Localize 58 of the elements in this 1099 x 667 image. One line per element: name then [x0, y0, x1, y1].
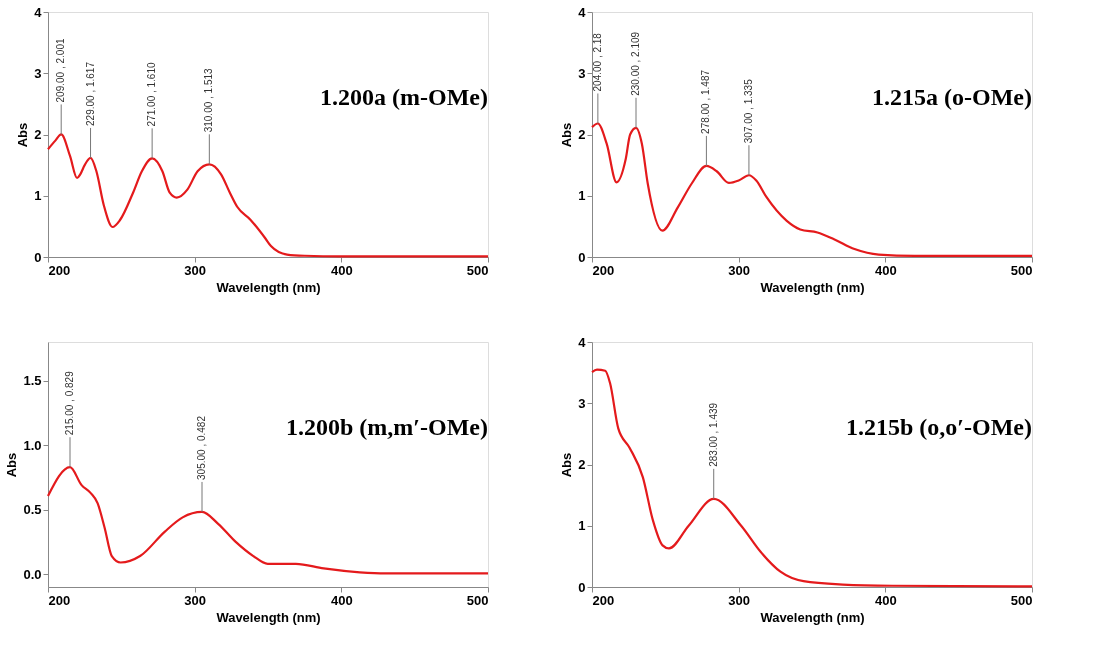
y-tick-label: 0.0 [23, 566, 42, 582]
text: 1.200b (m,m′-OMe) [285, 413, 488, 440]
y-tick-label: 1 [578, 518, 586, 534]
x-tick-label: 400 [330, 262, 353, 278]
annotation: 305.00 , 0.482 [196, 415, 207, 480]
x-axis-title: Wavelength (nm) [760, 609, 865, 625]
y-axis-title: Abs [559, 122, 575, 148]
y-axis-title: Abs [559, 452, 575, 478]
x-tick-label: 300 [728, 262, 751, 278]
x-tick-label: 500 [1010, 262, 1033, 278]
annotation: 310.00 , 1.513 [203, 67, 215, 133]
y-tick-label: 3 [34, 65, 42, 81]
y-tick-label: 4 [34, 4, 43, 20]
x-tick-label: 200 [592, 262, 615, 278]
y-tick-label: 1.0 [23, 437, 42, 453]
annotation: 283.00 , 1.439 [707, 402, 719, 467]
annotation: 271.00 , 1.610 [146, 62, 158, 127]
y-tick-label: 0 [578, 579, 586, 595]
y-tick-label: 0 [578, 249, 586, 265]
x-tick-label: 400 [874, 592, 897, 608]
y-tick-label: 1 [578, 188, 586, 204]
annotation: 278.00 , 1.487 [700, 69, 712, 134]
x-tick-label: 500 [1010, 592, 1033, 608]
y-tick-label: 3 [578, 65, 586, 81]
x-tick-label: 200 [592, 592, 615, 608]
y-tick-label: 1.5 [23, 373, 42, 389]
y-tick-label: 2 [578, 457, 586, 472]
y-tick-label: 0.5 [23, 502, 42, 518]
y-tick-label: 3 [578, 395, 586, 411]
annotation: 230.00 , 2.109 [630, 31, 641, 96]
x-axis-title: Wavelength (nm) [760, 279, 865, 295]
annotation: 204.00 , 2.18 [591, 32, 603, 92]
annotation: 229.00 , 1.617 [84, 61, 96, 126]
x-axis-title: Wavelength (nm) [216, 279, 321, 295]
text: 1.215a (o-OMe) [872, 83, 1032, 110]
y-tick-label: 4 [578, 4, 587, 20]
y-tick-label: 0 [34, 249, 42, 265]
x-tick-label: 200 [48, 592, 71, 608]
annotation: 209.00 , 2.001 [55, 38, 67, 103]
x-tick-label: 300 [728, 592, 751, 608]
x-tick-label: 500 [466, 592, 489, 608]
y-axis-title: Abs [4, 452, 20, 478]
y-axis-title: Abs [15, 122, 31, 148]
x-tick-label: 400 [874, 262, 897, 278]
y-tick-label: 2 [34, 127, 42, 142]
y-tick-label: 1 [34, 188, 42, 204]
annotation: 307.00 , 1.335 [742, 78, 754, 144]
annotation: 215.00 , 0.829 [64, 370, 75, 436]
x-tick-label: 400 [330, 592, 353, 608]
y-tick-label: 4 [578, 334, 587, 350]
x-tick-label: 200 [48, 262, 71, 278]
y-tick-label: 2 [578, 127, 586, 142]
x-tick-label: 300 [184, 592, 207, 608]
x-tick-label: 300 [184, 262, 207, 278]
text: 1.215b (o,o′-OMe) [845, 413, 1032, 440]
x-axis-title: Wavelength (nm) [216, 609, 321, 625]
text: 1.200a (m-OMe) [320, 83, 488, 110]
x-tick-label: 500 [466, 262, 489, 278]
